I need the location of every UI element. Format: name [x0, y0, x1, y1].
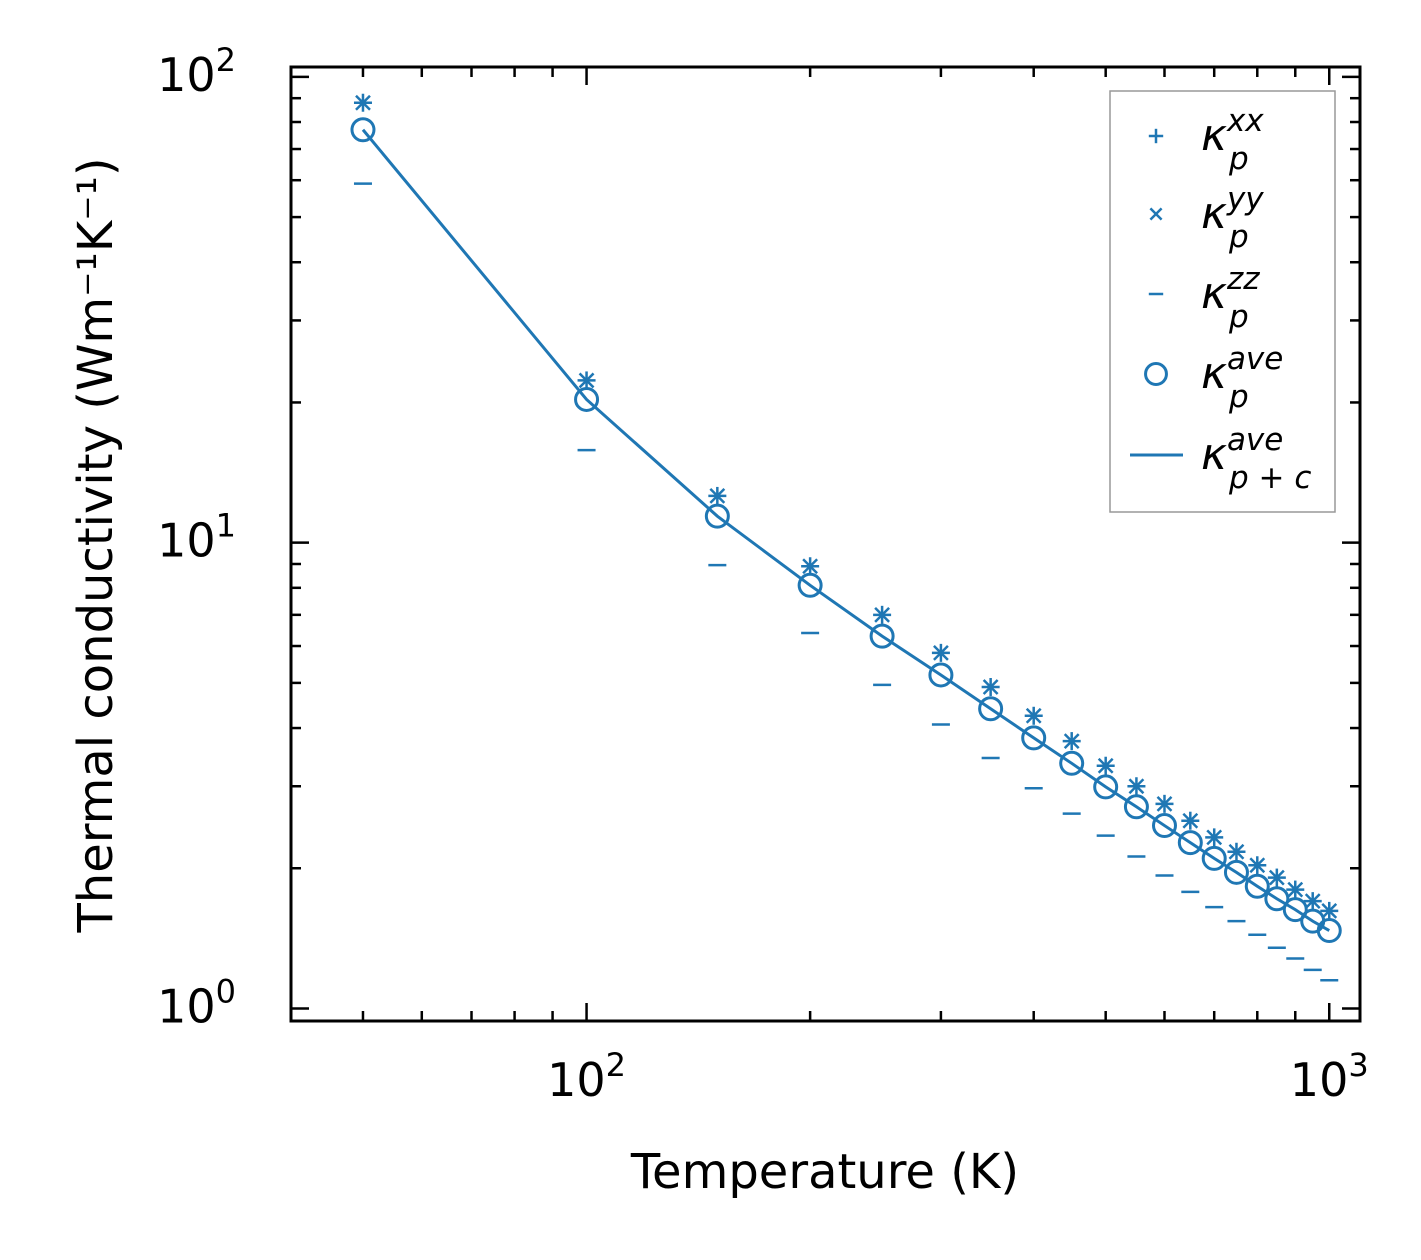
legend-entry-x: κyy p — [1149, 181, 1264, 255]
data-point-x — [1182, 812, 1199, 829]
x-b — [1287, 881, 1304, 898]
x-b — [1249, 857, 1266, 874]
x-axis-label: Temperature (K) — [630, 1144, 1019, 1200]
series-layer — [350, 93, 1342, 982]
x-b — [1025, 707, 1042, 724]
data-point-circle — [1244, 873, 1270, 899]
x-b — [709, 488, 726, 504]
data-point-circle — [704, 503, 730, 529]
data-point-x — [1249, 857, 1266, 874]
x-b — [578, 372, 595, 389]
x-tick-label: 103 — [1290, 1046, 1369, 1107]
x-b — [1268, 869, 1285, 886]
x-b — [874, 606, 890, 623]
data-point-circle — [350, 117, 376, 143]
legend-handle-circle — [1144, 362, 1168, 386]
y-tick-label: 100 — [157, 972, 236, 1033]
data-point-x — [982, 679, 999, 695]
data-point-x — [1228, 843, 1245, 860]
data-point-circle — [1177, 830, 1203, 856]
legend-handle-plus — [1148, 128, 1164, 144]
data-point-x — [1156, 795, 1173, 812]
data-point-circle — [1316, 918, 1342, 944]
x-b — [1321, 903, 1338, 919]
legend-frame — [1109, 90, 1336, 513]
data-point-circle — [978, 696, 1004, 722]
series-x — [355, 94, 1338, 919]
data-point-x — [578, 372, 595, 389]
x-b — [1304, 893, 1321, 910]
series-line — [361, 128, 1330, 932]
x-b — [1149, 207, 1163, 221]
x-b — [802, 558, 819, 575]
x-b — [1156, 795, 1173, 812]
data-point-circle — [574, 386, 600, 412]
data-point-x — [1287, 881, 1304, 898]
legend-label: κyy p — [1201, 181, 1264, 255]
x-tick-label: 102 — [547, 1046, 626, 1107]
series-line — [361, 128, 1330, 932]
data-point-x — [874, 606, 890, 623]
legend-handle-x — [1149, 207, 1163, 221]
x-b — [355, 94, 371, 111]
x-b — [982, 679, 999, 695]
legend-label: κxx p — [1201, 103, 1264, 177]
data-point-x — [1063, 733, 1080, 749]
data-point-circle — [1093, 774, 1119, 800]
tick-labels: 102 103 100 101 102 — [157, 41, 1369, 1107]
data-point-x — [802, 558, 819, 575]
data-point-circle — [1201, 845, 1227, 871]
data-point-x — [1268, 869, 1285, 886]
major-ticks — [291, 67, 1360, 1021]
series-circle — [350, 117, 1342, 944]
legend-entry-hline: κzz p — [1148, 261, 1260, 335]
data-point-circle — [1223, 859, 1249, 885]
x-b — [1182, 812, 1199, 829]
data-point-x — [1304, 893, 1321, 910]
data-point-circle — [1059, 750, 1085, 776]
data-point-circle — [928, 662, 954, 688]
x-b — [1063, 733, 1080, 749]
plot-frame — [289, 65, 1362, 1023]
data-point-circle — [869, 623, 895, 649]
x-b — [1097, 757, 1114, 774]
legend-label: κave p + c — [1201, 422, 1311, 496]
legend-label: κave p — [1201, 341, 1283, 415]
data-point-circle — [797, 572, 823, 598]
data-point-circle — [1282, 897, 1308, 923]
data-point-circle — [1151, 813, 1177, 839]
data-point-x — [1321, 903, 1338, 919]
data-point-x — [1097, 757, 1114, 774]
y-tick-label: 102 — [157, 41, 236, 102]
x-b — [1206, 829, 1223, 846]
data-point-circle — [1264, 886, 1290, 912]
y-axis-label: Thermal conductivity (Wm⁻¹K⁻¹) — [68, 157, 124, 933]
legend-entry-line: κave p + c — [1130, 422, 1311, 496]
y-tick-label: 101 — [157, 507, 236, 568]
x-b — [933, 644, 949, 661]
data-point-circle — [1123, 794, 1149, 820]
data-point-circle — [1021, 725, 1047, 751]
data-point-x — [1128, 778, 1145, 795]
legend-label: κzz p — [1201, 261, 1260, 335]
data-point-x — [355, 94, 371, 111]
minor-ticks — [289, 67, 1360, 1021]
legend-entry-plus: κxx p — [1148, 103, 1264, 177]
x-b — [1128, 778, 1145, 795]
data-point-x — [709, 488, 726, 504]
x-b — [1228, 843, 1245, 860]
series-hline — [353, 182, 1339, 982]
legend-entry-circle: κave p — [1144, 341, 1283, 415]
data-point-x — [933, 644, 949, 661]
data-point-x — [1206, 829, 1223, 846]
data-point-x — [1025, 707, 1042, 724]
